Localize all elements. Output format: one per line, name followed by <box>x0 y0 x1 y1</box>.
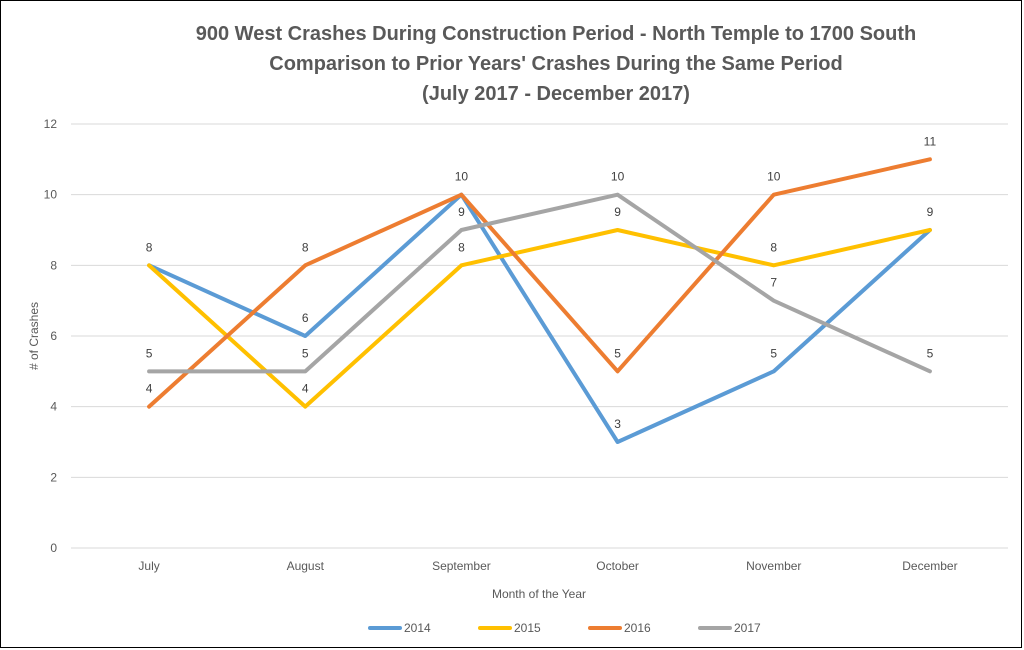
data-label: 10 <box>767 170 781 184</box>
data-label: 10 <box>455 170 469 184</box>
series-line-2016 <box>147 157 932 409</box>
x-tick-label: July <box>138 559 159 573</box>
data-label: 7 <box>770 276 777 290</box>
y-tick-label: 2 <box>50 470 57 484</box>
series-line-2017 <box>147 192 932 374</box>
data-label: 6 <box>302 311 309 325</box>
series-line-2015 <box>147 228 932 409</box>
y-tick-label: 12 <box>44 117 58 131</box>
data-label: 9 <box>458 205 465 219</box>
data-label: 8 <box>458 240 465 254</box>
chart-title-line-1: 900 West Crashes During Construction Per… <box>196 23 917 45</box>
legend-label-2014: 2014 <box>404 621 431 635</box>
data-label: 3 <box>614 417 621 431</box>
y-tick-label: 8 <box>50 258 57 272</box>
x-tick-label: October <box>596 559 639 573</box>
data-label: 10 <box>611 170 625 184</box>
data-label: 11 <box>924 134 937 148</box>
data-label: 5 <box>146 346 153 360</box>
y-axis-ticks: 0 2 4 6 8 10 12 <box>44 117 58 555</box>
x-axis-ticks: July August September October November Decemb… <box>138 559 957 573</box>
legend: 2014 2015 2016 2017 <box>368 621 761 635</box>
legend-label-2016: 2016 <box>624 621 651 635</box>
data-label: 9 <box>614 205 621 219</box>
y-tick-label: 6 <box>50 329 57 343</box>
data-label: 8 <box>302 240 309 254</box>
x-tick-label: November <box>746 559 801 573</box>
x-tick-label: September <box>432 559 491 573</box>
data-label: 5 <box>927 346 934 360</box>
data-labels: 8 5 4 8 6 5 4 10 9 8 10 9 5 3 10 8 7 5 11 9 5 <box>146 134 937 431</box>
data-label: 5 <box>770 346 777 360</box>
data-label: 8 <box>770 240 777 254</box>
chart-title: 900 West Crashes During Construction Per… <box>196 23 917 105</box>
data-label: 4 <box>146 382 153 396</box>
legend-label-2015: 2015 <box>514 621 541 635</box>
x-tick-label: December <box>902 559 957 573</box>
data-label: 4 <box>302 382 309 396</box>
x-axis-title: Month of the Year <box>492 587 586 601</box>
y-axis-title: # of Crashes <box>27 302 41 370</box>
data-label: 5 <box>614 346 621 360</box>
data-label: 8 <box>146 240 153 254</box>
y-tick-label: 4 <box>50 400 57 414</box>
legend-label-2017: 2017 <box>734 621 761 635</box>
y-tick-label: 10 <box>44 188 58 202</box>
chart-title-line-2: Comparison to Prior Years' Crashes Durin… <box>269 53 842 75</box>
chart-title-line-3: (July 2017 - December 2017) <box>422 83 690 105</box>
gridlines <box>71 123 1008 549</box>
x-tick-label: August <box>287 559 325 573</box>
data-label: 5 <box>302 346 309 360</box>
series-lines <box>147 157 932 444</box>
y-tick-label: 0 <box>50 541 57 555</box>
data-label: 9 <box>927 205 934 219</box>
series-line-2014 <box>147 192 932 444</box>
